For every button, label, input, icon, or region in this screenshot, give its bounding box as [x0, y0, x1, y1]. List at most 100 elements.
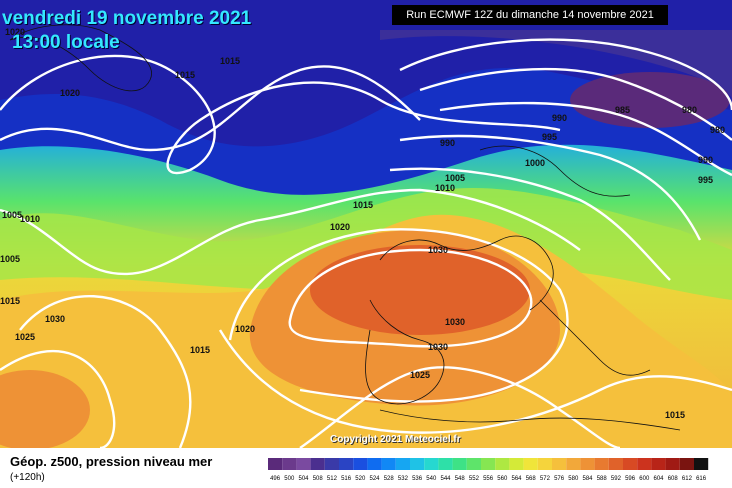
isobar-label: 1030 [428, 245, 448, 255]
legend-label: 560 [497, 476, 508, 482]
isobar-label: 1020 [235, 324, 255, 334]
isobar-label: 1025 [410, 370, 430, 380]
isobar-label: 995 [698, 175, 713, 185]
isobar-label: 1025 [15, 332, 35, 342]
legend-swatch [353, 458, 368, 470]
coastline-greenland [9, 24, 152, 92]
isobar-label: 1015 [353, 200, 373, 210]
legend-swatch [637, 458, 652, 470]
isobar-line [0, 65, 421, 152]
legend-swatch [523, 458, 538, 470]
map-title: Géop. z500, pression niveau mer [10, 454, 213, 469]
legend-swatch [310, 458, 325, 470]
isobar-line [0, 188, 581, 276]
legend-label: 572 [540, 476, 551, 482]
isobar-label: 1015 [220, 56, 240, 66]
isobar-label: 985 [615, 105, 630, 115]
coastline-europe [379, 235, 554, 311]
forecast-date: vendredi 19 novembre 2021 [2, 8, 252, 29]
legend-label: 512 [327, 476, 338, 482]
coastline-north-africa [379, 409, 681, 431]
isobar-line [399, 38, 732, 111]
coastline-scandinavia [479, 145, 631, 197]
legend-swatch [268, 458, 283, 470]
footer: Géop. z500, pression niveau mer (+120h) … [0, 448, 732, 488]
legend-swatch [623, 458, 638, 470]
legend-label: 616 [696, 476, 707, 482]
weather-map: 1020 1015 1015 1020 1010 1005 1005 1015 … [0, 0, 732, 448]
forecast-time: 13:00 locale [12, 32, 120, 53]
legend-label: 524 [369, 476, 380, 482]
isobar-label: 1030 [428, 342, 448, 352]
legend-swatch [424, 458, 439, 470]
legend-swatch [466, 458, 481, 470]
isobar-label: 990 [698, 155, 713, 165]
legend-label: 504 [298, 476, 309, 482]
legend-swatch [481, 458, 496, 470]
forecast-range: (+120h) [10, 472, 45, 483]
legend-swatch [509, 458, 524, 470]
legend-label: 576 [554, 476, 565, 482]
legend-label: 496 [270, 476, 281, 482]
legend-label: 508 [313, 476, 324, 482]
legend-swatch [566, 458, 581, 470]
legend-swatch [395, 458, 410, 470]
isobar-line [439, 101, 732, 177]
isobar-label: 990 [440, 138, 455, 148]
isobar-line [0, 54, 561, 175]
legend-label: 588 [597, 476, 608, 482]
legend-swatch [694, 458, 709, 470]
legend-swatch [282, 458, 297, 470]
isobar-label: 1010 [435, 183, 455, 193]
legend-swatch [665, 458, 680, 470]
legend-label: 500 [284, 476, 295, 482]
isobar-line [218, 329, 732, 434]
legend-label: 544 [440, 476, 451, 482]
legend-swatch [438, 458, 453, 470]
field-sw-ridge [0, 370, 90, 448]
legend-swatch [651, 458, 666, 470]
isobar-line [389, 167, 671, 281]
isobar-label: 1015 [175, 70, 195, 80]
legend-label: 612 [682, 476, 693, 482]
isobar-label: 1005 [0, 254, 20, 264]
legend-label: 568 [526, 476, 537, 482]
legend-label: 564 [511, 476, 522, 482]
legend-swatch [537, 458, 552, 470]
color-legend: 496 500 504 508 512 516 520 524 528 532 536 540 544 5… [268, 458, 709, 482]
coastlines [9, 24, 681, 431]
isobar-label: 1030 [445, 317, 465, 327]
isobar-label: 980 [710, 125, 725, 135]
legend-swatch [410, 458, 425, 470]
isobar-label: 1015 [190, 345, 210, 355]
isobar-labels: 1020 1015 1015 1020 1010 1005 1005 1015 … [0, 27, 725, 420]
legend-swatch [580, 458, 595, 470]
field-high-core [310, 245, 530, 335]
isobar-line [0, 350, 116, 448]
legend-label: 608 [668, 476, 679, 482]
isobar-label: 1020 [5, 27, 25, 37]
legend-label: 528 [384, 476, 395, 482]
isobar-label: 1015 [665, 410, 685, 420]
legend-label: 540 [426, 476, 437, 482]
legend-swatch [296, 458, 311, 470]
legend-label: 604 [653, 476, 664, 482]
isobar-label: 990 [552, 113, 567, 123]
isobar-line [419, 67, 732, 141]
run-info: Run ECMWF 12Z du dimanche 14 novembre 20… [392, 5, 668, 25]
legend-label: 532 [398, 476, 409, 482]
isobar-label: 1010 [20, 214, 40, 224]
legend-swatch [552, 458, 567, 470]
isobar-line [299, 366, 621, 448]
legend-label: 548 [455, 476, 466, 482]
isobar-label: 980 [682, 105, 697, 115]
isobar-label: 1015 [0, 296, 20, 306]
field-low-center [570, 72, 730, 128]
legend-label: 592 [611, 476, 622, 482]
legend-swatch [367, 458, 382, 470]
isobar-line [19, 295, 192, 448]
isobar-label: 1020 [60, 88, 80, 98]
isobar-label: 995 [542, 132, 557, 142]
legend-label: 596 [625, 476, 636, 482]
legend-swatch [608, 458, 623, 470]
